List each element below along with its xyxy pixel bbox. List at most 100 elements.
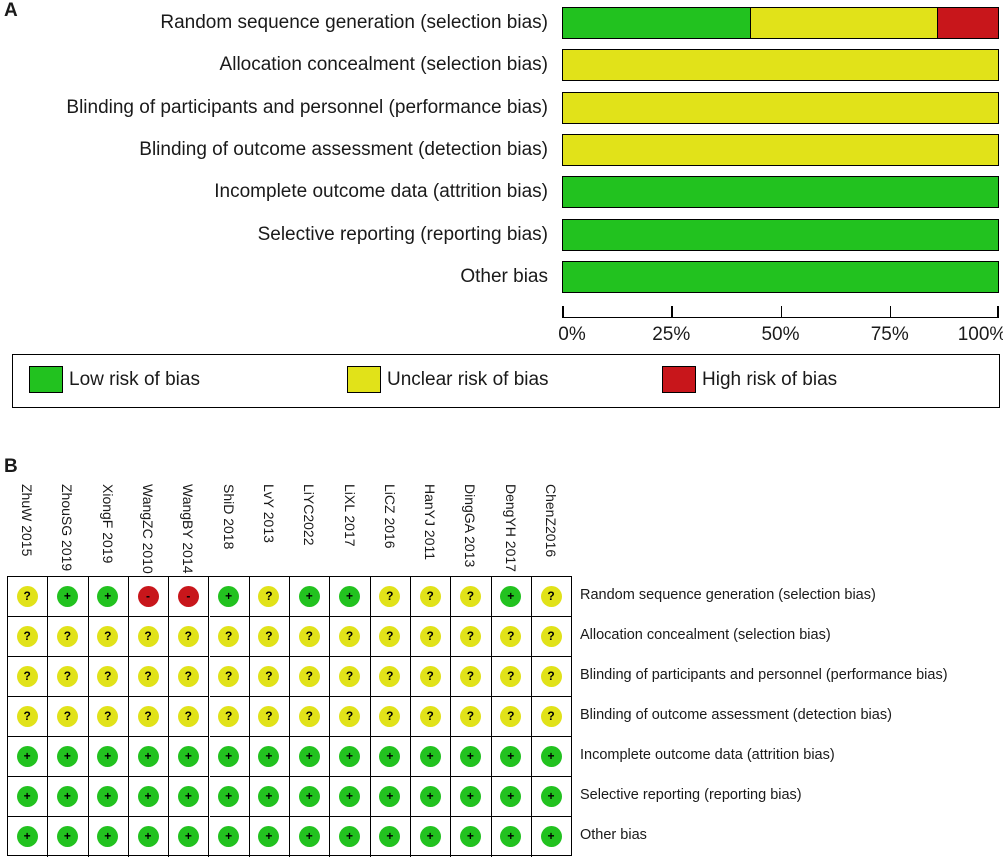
unclear-risk-mark: ? — [540, 625, 562, 647]
grid-cell: ? — [411, 577, 452, 617]
grid-cell: ? — [209, 697, 250, 737]
low-risk-mark: + — [500, 585, 522, 607]
grid-cell: + — [330, 817, 371, 857]
grid-cell: ? — [411, 697, 452, 737]
unclear-risk-mark: ? — [339, 665, 361, 687]
grid-cell: + — [532, 817, 572, 857]
summary-domain-label-blinding-of-participants-and-personnel-performance-bias: Blinding of participants and personnel (… — [580, 667, 948, 683]
study-label-wangzc-2010: WangZC 2010 — [140, 484, 157, 574]
study-label-liyc2022: LiYC2022 — [301, 484, 318, 546]
low-risk-mark: + — [339, 585, 361, 607]
bar-random-sequence-generation-selection-bias — [562, 7, 999, 39]
unclear-risk-mark: ? — [379, 585, 401, 607]
low-risk-mark: + — [459, 745, 481, 767]
grid-cell: ? — [290, 657, 331, 697]
grid-cell: ? — [128, 617, 170, 657]
unclear-risk-mark: ? — [137, 665, 159, 687]
unclear-risk-mark: ? — [177, 665, 199, 687]
grid-cell: + — [491, 577, 532, 617]
low-risk-mark: + — [177, 745, 199, 767]
grid-cell: + — [330, 577, 371, 617]
study-label-zhuw-2015: ZhuW 2015 — [19, 484, 36, 557]
grid-cell: + — [209, 777, 250, 817]
grid-cell: ? — [48, 617, 89, 657]
grid-cell: ? — [531, 617, 573, 657]
unclear-risk-mark: ? — [500, 625, 522, 647]
legend-item-low-risk-of-bias: Low risk of bias — [29, 366, 200, 393]
summary-domain-label-incomplete-outcome-data-attrition-bias: Incomplete outcome data (attrition bias) — [580, 747, 835, 763]
high-risk-mark: - — [137, 585, 159, 607]
grid-cell: ? — [531, 697, 573, 737]
grid-cell: + — [492, 817, 532, 857]
legend-swatch-low-risk-of-bias — [29, 366, 63, 393]
unclear-risk-mark: ? — [258, 585, 280, 607]
bar-incomplete-outcome-data-attrition-bias — [562, 176, 999, 209]
bar-segment-unclear-risk-of-bias — [563, 92, 998, 123]
grid-cell: + — [451, 817, 492, 857]
grid-cell: ? — [249, 657, 291, 697]
x-tick-label: 25% — [652, 324, 691, 345]
grid-cell: + — [451, 777, 492, 817]
grid-cell: + — [370, 737, 411, 777]
legend: Low risk of bias Unclear risk of bias High… — [12, 354, 1000, 408]
low-risk-mark: + — [137, 745, 159, 767]
panel-b-label: B — [4, 456, 18, 477]
legend-label: Unclear risk of bias — [387, 368, 549, 390]
low-risk-mark: + — [459, 825, 481, 847]
low-risk-mark: + — [379, 745, 401, 767]
study-label-dingga-2013: DingGA 2013 — [462, 484, 479, 568]
grid-cell: ? — [88, 657, 129, 697]
low-risk-mark: + — [97, 785, 119, 807]
low-risk-mark: + — [218, 785, 240, 807]
unclear-risk-mark: ? — [379, 705, 401, 727]
risk-of-bias-summary-grid: ? + + - - +? + +??? +???????????????????????????… — [7, 576, 573, 857]
low-risk-mark: + — [97, 825, 119, 847]
unclear-risk-mark: ? — [339, 705, 361, 727]
low-risk-mark: + — [540, 825, 562, 847]
low-risk-mark: + — [137, 785, 159, 807]
bar-segment-low-risk-of-bias — [563, 261, 998, 292]
grid-cell: ? — [88, 697, 129, 737]
low-risk-mark: + — [379, 785, 401, 807]
grid-cell: + — [330, 737, 371, 777]
grid-cell: + — [209, 737, 250, 777]
grid-cell: ? — [491, 697, 532, 737]
unclear-risk-mark: ? — [218, 665, 240, 687]
grid-cell: + — [290, 817, 331, 857]
x-tick — [889, 306, 892, 318]
bar-allocation-concealment-selection-bias — [562, 49, 999, 82]
grid-cell: ? — [330, 697, 371, 737]
domain-label-random-sequence-generation-selection-bias: Random sequence generation (selection bi… — [160, 12, 548, 33]
x-tick-label: 0% — [558, 324, 586, 345]
unclear-risk-mark: ? — [500, 665, 522, 687]
bar-segment-unclear-risk-of-bias — [563, 134, 998, 165]
grid-cell: + — [411, 737, 452, 777]
grid-cell: + — [48, 737, 89, 777]
grid-cell: ? — [411, 617, 452, 657]
grid-cell: + — [48, 777, 89, 817]
unclear-risk-mark: ? — [97, 705, 119, 727]
low-risk-mark: + — [298, 585, 320, 607]
grid-cell: + — [169, 737, 210, 777]
low-risk-mark: + — [419, 745, 441, 767]
legend-item-high-risk-of-bias: High risk of bias — [662, 366, 837, 393]
unclear-risk-mark: ? — [177, 625, 199, 647]
grid-cell: ? — [330, 657, 371, 697]
grid-cell: ? — [411, 657, 452, 697]
grid-cell: ? — [370, 617, 411, 657]
bar-segment-low-risk-of-bias — [563, 177, 998, 208]
bar-segment-high-risk-of-bias — [937, 8, 998, 38]
unclear-risk-mark: ? — [339, 625, 361, 647]
domain-label-selective-reporting-reporting-bias: Selective reporting (reporting bias) — [257, 223, 548, 245]
study-label-lvy-2013: LvY 2013 — [260, 484, 277, 543]
grid-cell: + — [48, 577, 89, 617]
low-risk-mark: + — [419, 785, 441, 807]
grid-cell: ? — [169, 657, 210, 697]
grid-cell: + — [531, 737, 573, 777]
unclear-risk-mark: ? — [218, 625, 240, 647]
grid-cell: ? — [451, 577, 492, 617]
x-tick — [780, 306, 783, 318]
grid-cell: ? — [370, 657, 411, 697]
unclear-risk-mark: ? — [137, 705, 159, 727]
grid-cell: + — [451, 737, 492, 777]
